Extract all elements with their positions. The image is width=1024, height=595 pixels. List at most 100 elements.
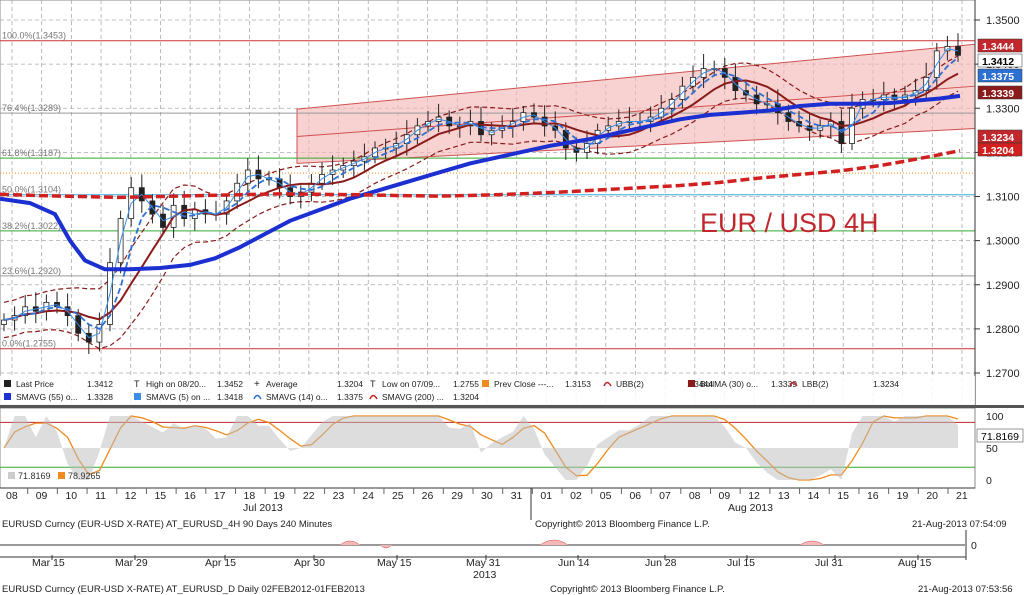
axis2-month-3: Apr 30 [294,557,325,569]
price-badge-label-5: 1.3204 [982,145,1014,157]
y-tick-label-5: 1.3000 [986,236,1020,248]
legend-label-5: UBB(2) [616,379,644,389]
price-badge-label-2: 1.3375 [982,71,1014,83]
sma5-line [3,48,959,339]
x-tick-label-31: 20 [926,490,938,502]
legend-value-7: 1.3234 [873,379,899,389]
timestamp-line: 21-Aug-2013 07:54:09 [912,519,1007,530]
instrument-line: EURUSD Curncy (EUR-USD X-RATE) AT_EURUSD… [2,519,332,530]
legend-value-6: 1.3339 [771,379,797,389]
legend-label-8: SMAVG (55) o... [16,392,78,402]
legend-label-10: SMAVG (14) o... [266,392,328,402]
x-tick-label-7: 17 [214,490,226,502]
x-tick-label-25: 12 [748,490,760,502]
axis2-month-10: Aug 15 [898,557,931,569]
legend-swatch-0 [4,380,11,387]
legend-label-0: Last Price [16,379,54,389]
x-tick-label-9: 19 [273,490,285,502]
sma14-line [3,56,959,330]
x-tick-label-3: 11 [95,490,106,502]
x-tick-label-28: 15 [837,490,849,502]
legend-swatch-4 [482,380,489,387]
y-tick-label-4: 1.3100 [986,192,1020,204]
price-badge-3 [977,85,1023,100]
legend-value-5: 1.3444 [687,379,713,389]
legend-label-6: BollMA (30) o... [700,379,758,389]
axis2-month-7: Jun 28 [645,557,677,569]
moving-averages [0,48,961,339]
oscillator-panel: 100 50 0 71.8169 71.8169 78.9265 [0,411,1024,487]
price-axis: 1.35001.34001.33001.32001.31001.30001.29… [974,0,1020,405]
x-tick-label-20: 05 [600,490,612,502]
legend-swatch-6 [688,380,695,387]
legend-value-9: 1.3418 [217,392,243,402]
legend-label-3: Low on 07/09... [382,379,440,389]
legend-value-11: 1.3204 [453,392,479,402]
legend-value-10: 1.3375 [337,392,363,402]
legend-swatch-7 [789,381,798,387]
fib-label-4: 38.2%(1.3022) [2,221,61,231]
bottom-panels: 0 Mar 15 Mar 29 Apr 15 Apr 30 May 15 May 31 Jun… [0,530,1013,595]
x-tick-label-16: 30 [481,490,493,502]
price-badge-label-0: 1.3444 [982,41,1014,53]
x-tick-label-23: 08 [689,490,701,502]
grid-lines [0,0,975,405]
legend-value-0: 1.3412 [87,379,113,389]
price-badge-1 [977,53,1023,68]
legend-label-2: Average [266,379,298,389]
x-tick-label-26: 13 [778,490,790,502]
legend-swatch-2: + [254,379,260,390]
osc-legend-swatch-0 [8,472,15,479]
price-badge-5 [977,142,1023,157]
x-tick-label-29: 16 [867,490,879,502]
x-tick-label-8: 18 [244,490,256,502]
axis2-year: 2013 [473,569,497,581]
x-tick-label-4: 12 [125,490,137,502]
price-badge-label-4: 1.3234 [982,132,1014,144]
x-tick-label-5: 15 [154,490,166,502]
y-tick-label-8: 1.2700 [986,368,1020,380]
y-tick-label-6: 1.2900 [986,280,1020,292]
axis2-glyphs [339,539,825,549]
osc-legend-1: 78.9265 [68,471,101,481]
osc-tick-1: 50 [986,443,998,455]
axis2-month-4: May 15 [377,557,412,569]
x-tick-label-2: 10 [65,490,77,502]
axis2-month-6: Jun 14 [558,557,590,569]
axis2-copyright: Copyright© 2013 Bloomberg Finance L.P. [550,584,725,595]
y-tick-label-2: 1.3300 [986,103,1020,115]
legend-swatch-3: T [370,379,376,389]
month-label-0: Jul 2013 [243,502,283,514]
axis2-month-5: May 31 [466,557,501,569]
x-tick-label-14: 26 [422,490,434,502]
price-badge-0 [977,38,1023,53]
upper-bollinger-band [3,55,959,303]
x-tick-label-27: 14 [808,490,820,502]
axis2-month-0: Mar 15 [32,557,65,569]
fib-label-1: 76.4%(1.3289) [2,103,61,113]
month-label-1: Aug 2013 [728,502,773,514]
fib-label-0: 100.0%(1.3453) [2,31,66,41]
legend-label-9: SMAVG (5) on ... [146,392,210,402]
axis2-month-2: Apr 15 [205,557,236,569]
sma200-line [0,148,961,200]
legend-label-7: LBB(2) [802,379,829,389]
osc-tick-2: 0 [986,475,992,487]
osc-badge-label: 71.8169 [981,431,1019,443]
x-tick-label-17: 31 [511,490,523,502]
x-tick-label-10: 22 [303,490,315,502]
sma55-line [0,93,961,272]
axis2-instrument-line: EURUSD Curncy (EUR-USD X-RATE) AT_EURUSD… [2,584,365,595]
x-tick-label-12: 24 [362,490,374,502]
x-tick-label-1: 09 [36,490,48,502]
fib-label-3: 50.0%(1.3104) [2,185,61,195]
price-badge-label-3: 1.3339 [982,88,1014,100]
x-tick-label-6: 16 [184,490,196,502]
axis2-zero: 0 [971,540,977,552]
x-tick-label-18: 01 [540,490,552,502]
axis2-timestamp: 21-Aug-2013 07:53:56 [918,584,1013,595]
legend-value-4: 1.3153 [565,379,591,389]
fib-label-6: 0.0%(1.2755) [2,339,56,349]
fib-label-5: 23.6%(1.2920) [2,266,61,276]
